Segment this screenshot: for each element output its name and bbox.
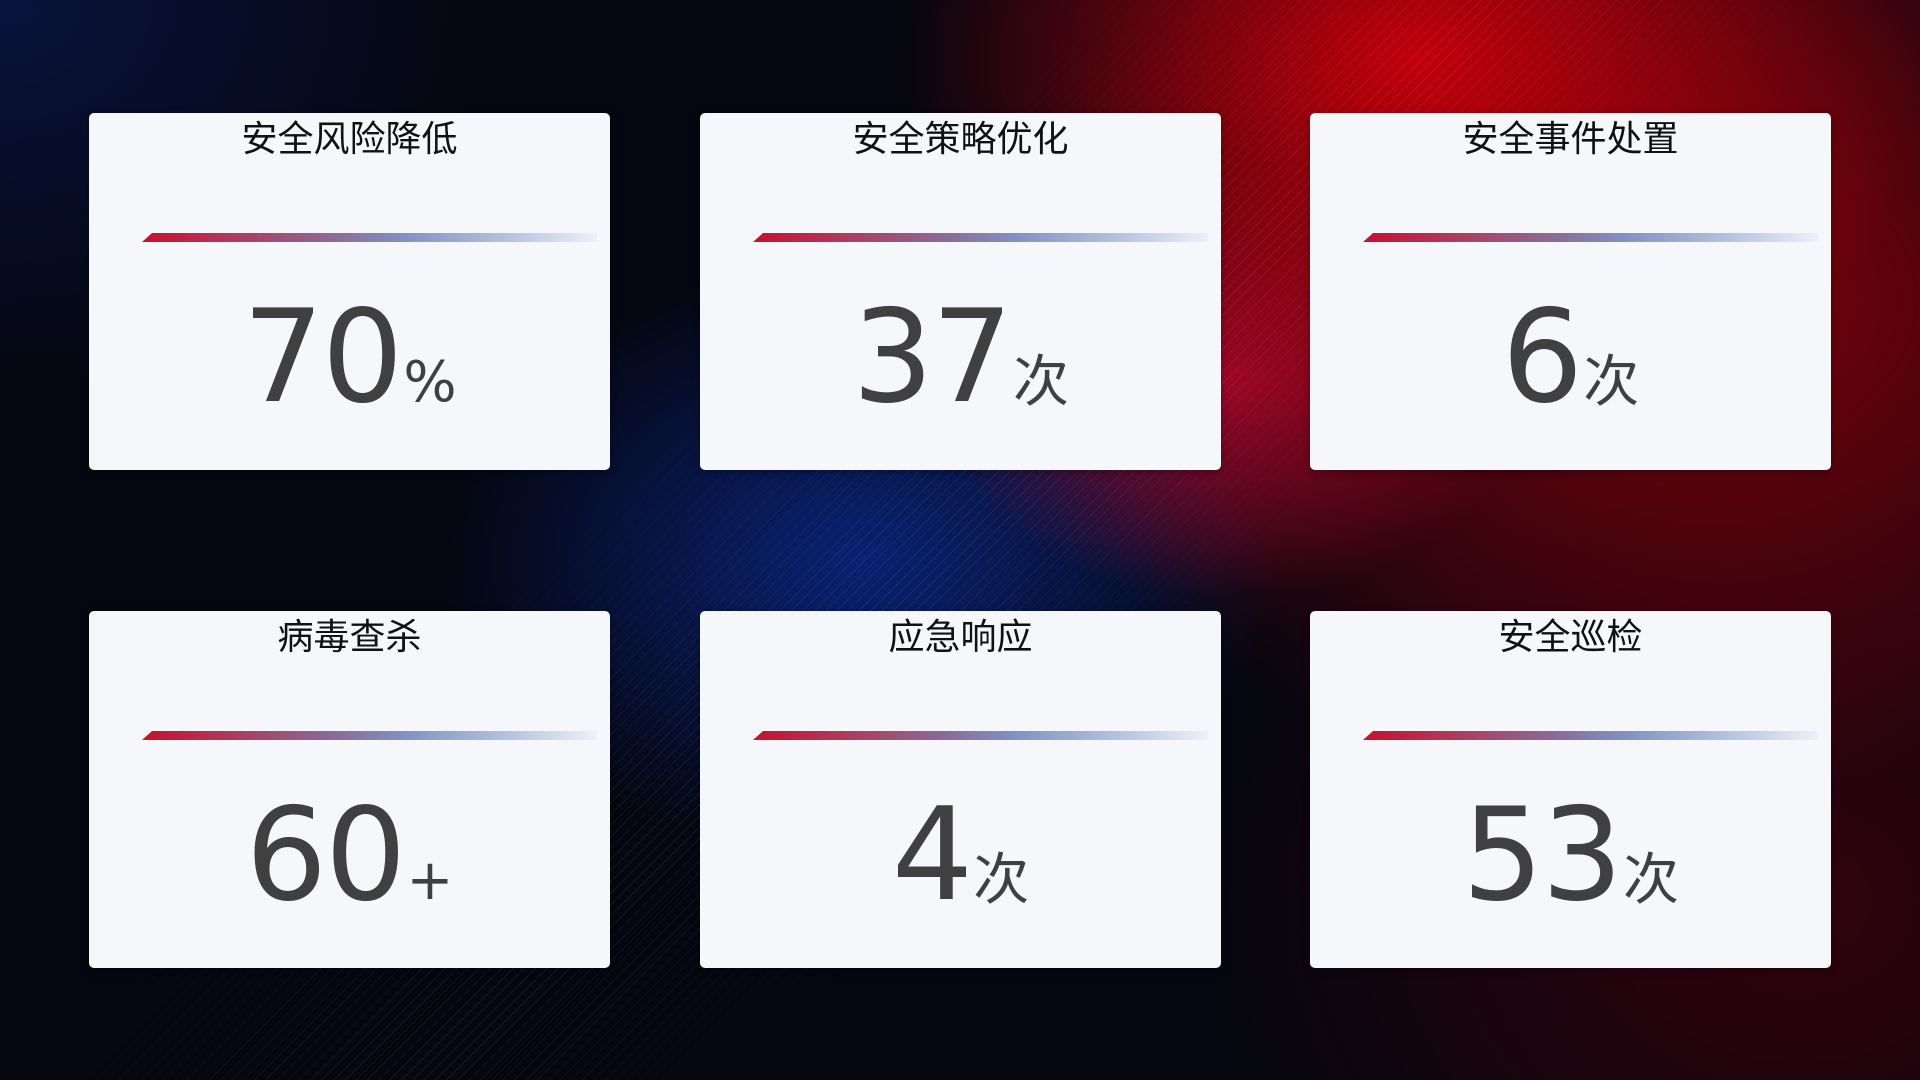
card-value: 37次 <box>700 283 1221 432</box>
value-unit: 次 <box>1622 848 1679 913</box>
stat-card-virus-removal: 病毒查杀 60+ <box>89 611 610 968</box>
card-title: 安全巡检 <box>1498 616 1643 658</box>
value-unit: 次 <box>1583 350 1640 415</box>
card-value: 60+ <box>89 781 610 930</box>
value-number: 60 <box>245 781 407 930</box>
card-title: 安全事件处置 <box>1462 118 1679 160</box>
value-number: 70 <box>242 283 403 432</box>
stat-card-policy-optimization: 安全策略优化 37次 <box>700 113 1221 470</box>
card-divider-bar <box>142 731 597 740</box>
stat-card-risk-reduction: 安全风险降低 70% <box>89 113 610 470</box>
card-title: 安全风险降低 <box>241 118 458 160</box>
value-number: 6 <box>1501 283 1583 432</box>
stat-card-security-inspection: 安全巡检 53次 <box>1310 611 1831 968</box>
card-value: 6次 <box>1310 283 1831 432</box>
value-unit: 次 <box>1012 350 1069 415</box>
card-title: 安全策略优化 <box>852 118 1069 160</box>
card-divider-bar <box>753 731 1208 740</box>
card-value: 70% <box>89 283 610 432</box>
value-unit: % <box>403 350 457 415</box>
card-title: 病毒查杀 <box>277 616 422 658</box>
card-divider-bar <box>142 233 597 242</box>
card-divider-bar <box>1363 731 1818 740</box>
card-title: 应急响应 <box>888 616 1033 658</box>
stat-card-incident-handling: 安全事件处置 6次 <box>1310 113 1831 470</box>
value-number: 53 <box>1462 781 1623 930</box>
stat-card-emergency-response: 应急响应 4次 <box>700 611 1221 968</box>
card-value: 53次 <box>1310 781 1831 930</box>
value-unit: 次 <box>973 848 1030 913</box>
card-divider-bar <box>1363 233 1818 242</box>
value-number: 4 <box>891 781 973 930</box>
card-value: 4次 <box>700 781 1221 930</box>
value-unit: + <box>406 848 454 913</box>
card-divider-bar <box>753 233 1208 242</box>
value-number: 37 <box>852 283 1013 432</box>
